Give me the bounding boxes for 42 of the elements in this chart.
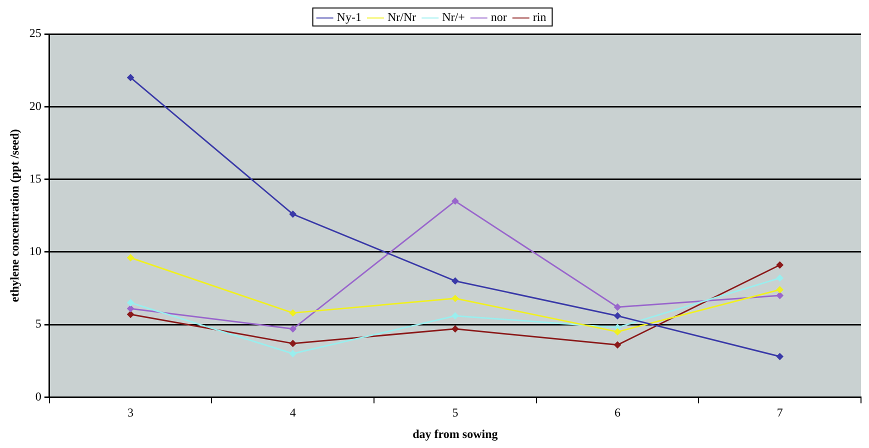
x-tick-label: 7 [776,406,783,420]
point [452,312,459,320]
y-tick-label: 5 [35,316,42,331]
legend-label: rin [532,10,546,24]
y-tick-label: 10 [29,244,42,258]
point [289,309,296,316]
point [776,261,784,268]
point [289,340,296,347]
point [614,312,622,320]
point [452,198,459,205]
point [289,350,296,358]
x-tick-label: 5 [452,406,458,420]
legend-label: Ny-1 [336,10,362,24]
x-tick-label: 6 [614,406,621,420]
legend-label: Nr/+ [442,10,466,24]
point [776,286,784,294]
y-axis-title: ethylene concentration (ppt /seed) [7,129,22,302]
y-tick-label: 15 [29,171,42,186]
x-tick-label: 3 [128,406,134,420]
point [452,294,459,302]
legend-label: nor [490,10,507,24]
point [127,310,134,318]
point [289,210,296,218]
point [452,325,459,332]
y-tick-label: 20 [29,98,42,113]
point [776,292,784,300]
point [289,325,296,332]
point [614,341,622,348]
point [614,304,622,311]
point [127,254,134,262]
point [776,274,784,282]
point [776,353,784,360]
x-axis-title: day from sowing [412,426,498,441]
y-tick-label: 0 [35,389,42,404]
point [452,277,459,284]
point [127,74,134,82]
x-tick-label: 4 [290,406,296,420]
point [614,328,622,336]
point [127,299,134,306]
y-tick-label: 25 [29,26,42,40]
legend-label: Nr/Nr [387,10,416,24]
point [127,305,134,312]
